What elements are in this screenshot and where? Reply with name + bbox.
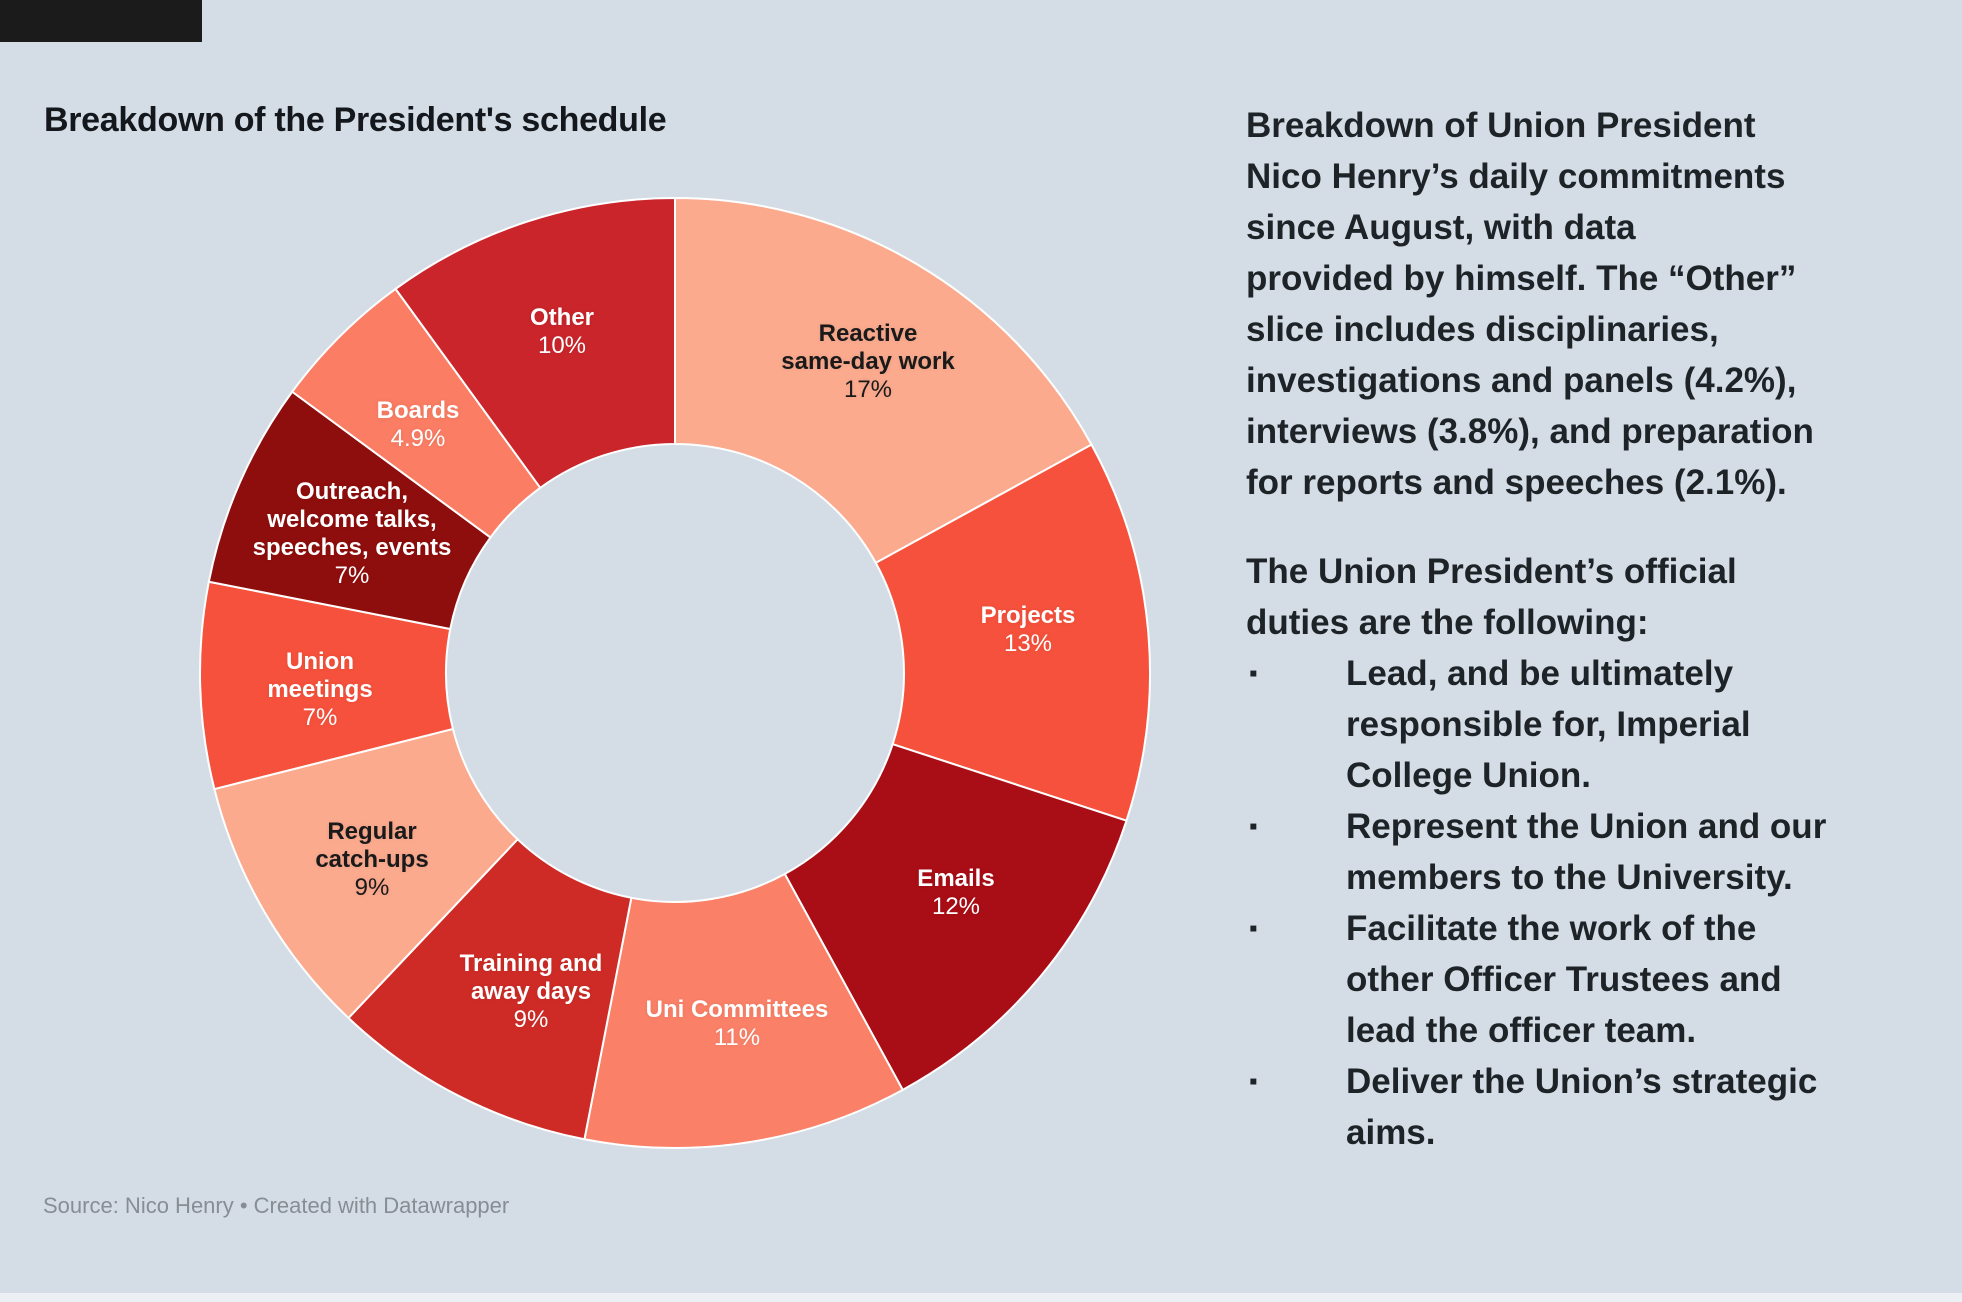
duty-list-item: ▪ Facilitate the work of the other Offic… [1246,903,1926,1056]
slice-percentage: 10% [537,332,587,359]
slice-percentage: 12% [931,893,981,920]
slice-percentage: 4.9% [390,425,446,452]
slice-name: Union meetings [267,648,373,703]
bullet-icon: ▪ [1249,813,1258,840]
slice-name: Outreach, welcome talks, speeches, event… [252,478,452,561]
slice-label-6: Union meetings 7% [267,648,372,732]
slice-name: Projects [980,602,1076,629]
bottom-strip [0,1293,1962,1302]
slice-percentage: 11% [713,1024,761,1051]
slice-label-0: Reactive same-day work 17% [781,320,954,404]
slice-label-4: Training and away days 9% [460,950,603,1034]
donut-slice-9 [394,197,676,489]
slice-name: Uni Committees [645,996,829,1023]
top-left-black-bar [0,0,202,42]
donut-slice-0 [674,197,1093,564]
duty-text: Facilitate the work of the other Officer… [1346,909,1782,1050]
donut-slice-2 [783,743,1128,1091]
slice-label-3: Uni Committees 11% [646,996,829,1052]
slice-label-2: Emails 12% [917,865,994,921]
slice-name: Boards [376,397,460,424]
bullet-icon: ▪ [1249,1068,1258,1095]
chart-title: Breakdown of the President's schedule [44,101,667,139]
slice-percentage: 9% [354,874,390,901]
donut-slice-1 [874,443,1151,822]
slice-label-1: Projects 13% [981,602,1076,658]
duty-text: Lead, and be ultimately responsible for,… [1346,654,1751,795]
duty-list-item: ▪ Represent the Union and our members to… [1246,801,1926,903]
duty-list-item: ▪ Lead, and be ultimately responsible fo… [1246,648,1926,801]
slice-percentage: 13% [1003,630,1053,657]
description-panel: Breakdown of Union President Nico Henry’… [1246,100,1926,1158]
slice-name: Emails [917,865,995,892]
slice-label-8: Boards 4.9% [377,397,460,453]
donut-slice-3 [583,872,904,1149]
slice-percentage: 9% [513,1006,549,1033]
slice-percentage: 7% [302,704,338,731]
bullet-icon: ▪ [1249,915,1258,942]
slice-label-7: Outreach, welcome talks, speeches, event… [253,478,452,590]
slice-name: Reactive same-day work [781,320,955,375]
slice-percentage: 7% [334,562,370,589]
duty-list-item: ▪ Deliver the Union’s strategic aims. [1246,1056,1926,1158]
duty-text: Represent the Union and our members to t… [1346,807,1827,897]
slice-label-9: Other 10% [530,304,594,360]
bullet-icon: ▪ [1249,660,1258,687]
duties-heading: The Union President’s official duties ar… [1246,552,1737,642]
slice-label-5: Regular catch-ups 9% [315,818,428,902]
slice-name: Training and away days [459,950,603,1005]
description-paragraph: Breakdown of Union President Nico Henry’… [1246,106,1814,502]
duty-text: Deliver the Union’s strategic aims. [1346,1062,1818,1152]
slice-percentage: 17% [843,376,893,403]
slice-name: Other [529,304,595,331]
slice-name: Regular catch-ups [315,818,429,873]
source-attribution: Source: Nico Henry • Created with Datawr… [43,1193,510,1218]
